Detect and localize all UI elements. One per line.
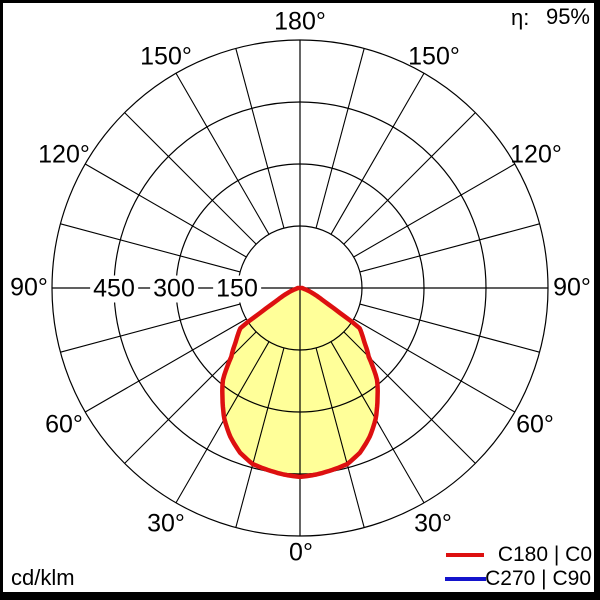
angle-label-90-right: 90° — [553, 273, 591, 302]
angle-label-0: 0° — [289, 538, 313, 567]
intensity-curve-c180-c0 — [220, 285, 380, 480]
grid-spoke — [343, 112, 476, 245]
grid-spoke — [84, 163, 247, 258]
grid-spoke — [235, 347, 285, 528]
grid-spoke — [315, 48, 365, 229]
angle-label-120-left: 120° — [38, 140, 90, 169]
angle-label-120-right: 120° — [510, 140, 562, 169]
grid-spoke — [124, 112, 257, 245]
angle-label-30-left: 30° — [147, 509, 185, 538]
ring-value-label-450: 450 — [90, 275, 138, 303]
grid-spoke — [353, 318, 516, 413]
grid-spoke — [353, 163, 516, 258]
grid-spoke — [330, 341, 425, 504]
angle-label-150-left: 150° — [140, 42, 192, 71]
grid-spoke — [235, 48, 285, 229]
grid-spoke — [60, 303, 241, 353]
legend-label-c270-c90: C270 | C90 — [485, 567, 591, 590]
legend-swatch-c180-c0 — [446, 553, 484, 557]
legend-label-c180-c0: C180 | C0 — [497, 543, 592, 566]
legend-swatch-c270-c90 — [445, 577, 486, 581]
grid-spoke — [60, 223, 241, 273]
angle-label-30-right: 30° — [414, 509, 452, 538]
ring-value-label-150: 150 — [213, 275, 261, 303]
angle-label-90-left: 90° — [10, 273, 48, 302]
grid-spoke — [359, 223, 540, 273]
angle-label-180: 180° — [274, 7, 326, 36]
unit-label: cd/klm — [11, 565, 75, 590]
angle-label-60-left: 60° — [45, 410, 83, 439]
angle-label-150-right: 150° — [408, 42, 460, 71]
grid-spoke — [330, 72, 425, 235]
grid-spoke — [315, 347, 365, 528]
angle-label-60-right: 60° — [516, 410, 554, 439]
efficiency-value: 95% — [545, 4, 590, 29]
grid-spoke — [84, 318, 247, 413]
grid-spoke — [175, 341, 270, 504]
grid-spoke — [175, 72, 270, 235]
grid-spoke — [359, 303, 540, 353]
ring-value-label-300: 300 — [150, 275, 198, 303]
efficiency-label: η: — [511, 5, 530, 30]
